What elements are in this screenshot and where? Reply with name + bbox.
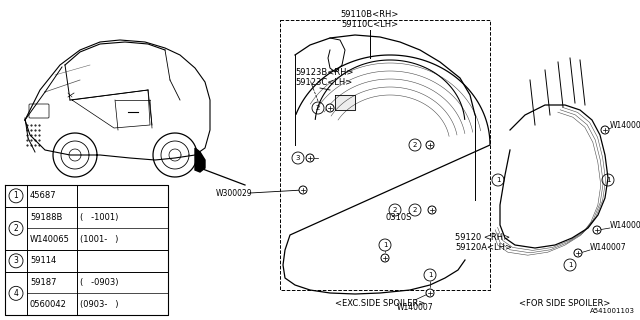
Text: 1: 1: [383, 242, 387, 248]
Text: (1001-   ): (1001- ): [80, 235, 118, 244]
Text: W140007: W140007: [610, 220, 640, 229]
Text: 1: 1: [428, 272, 432, 278]
Text: W140065: W140065: [30, 235, 70, 244]
Text: 3: 3: [13, 256, 19, 265]
Text: 1: 1: [568, 262, 572, 268]
Text: 59110B<RH>: 59110B<RH>: [341, 10, 399, 19]
Text: 3: 3: [296, 155, 300, 161]
Text: W140007: W140007: [397, 303, 433, 312]
Text: (   -1001): ( -1001): [80, 213, 118, 222]
Circle shape: [574, 249, 582, 257]
Circle shape: [306, 154, 314, 162]
Text: 59187: 59187: [30, 278, 56, 287]
Text: 2: 2: [316, 105, 320, 111]
Circle shape: [593, 226, 601, 234]
Text: 59110C<LH>: 59110C<LH>: [341, 20, 399, 29]
Text: 4: 4: [13, 289, 19, 298]
Text: 59114: 59114: [30, 256, 56, 265]
Circle shape: [426, 289, 434, 297]
Text: <EXC.SIDE SPOILER>: <EXC.SIDE SPOILER>: [335, 299, 425, 308]
Text: 59188B: 59188B: [30, 213, 62, 222]
Text: (   -0903): ( -0903): [80, 278, 118, 287]
Circle shape: [428, 206, 436, 214]
Text: 1: 1: [605, 177, 611, 183]
Text: 2: 2: [13, 224, 19, 233]
Text: 1: 1: [13, 191, 19, 200]
Text: 45687: 45687: [30, 191, 56, 200]
Text: W140007: W140007: [610, 121, 640, 130]
Text: W140007: W140007: [590, 244, 627, 252]
Circle shape: [426, 141, 434, 149]
Text: 0310S: 0310S: [385, 213, 412, 222]
Circle shape: [601, 126, 609, 134]
Text: 59123C<LH>: 59123C<LH>: [295, 78, 352, 87]
Text: 2: 2: [413, 207, 417, 213]
Text: 2: 2: [413, 142, 417, 148]
Text: 59120A<LH>: 59120A<LH>: [455, 244, 512, 252]
Circle shape: [381, 254, 389, 262]
Text: 0560042: 0560042: [30, 300, 67, 309]
Text: (0903-   ): (0903- ): [80, 300, 118, 309]
Text: 59120 <RH>: 59120 <RH>: [455, 234, 510, 243]
Polygon shape: [335, 95, 355, 110]
Text: A541001103: A541001103: [590, 308, 635, 314]
Text: 59123B<RH>: 59123B<RH>: [295, 68, 353, 77]
Text: 1: 1: [496, 177, 500, 183]
Text: W300029: W300029: [216, 188, 252, 197]
Text: <FOR SIDE SPOILER>: <FOR SIDE SPOILER>: [519, 299, 611, 308]
Circle shape: [326, 104, 334, 112]
Circle shape: [299, 186, 307, 194]
Text: 2: 2: [393, 207, 397, 213]
Polygon shape: [195, 148, 205, 172]
